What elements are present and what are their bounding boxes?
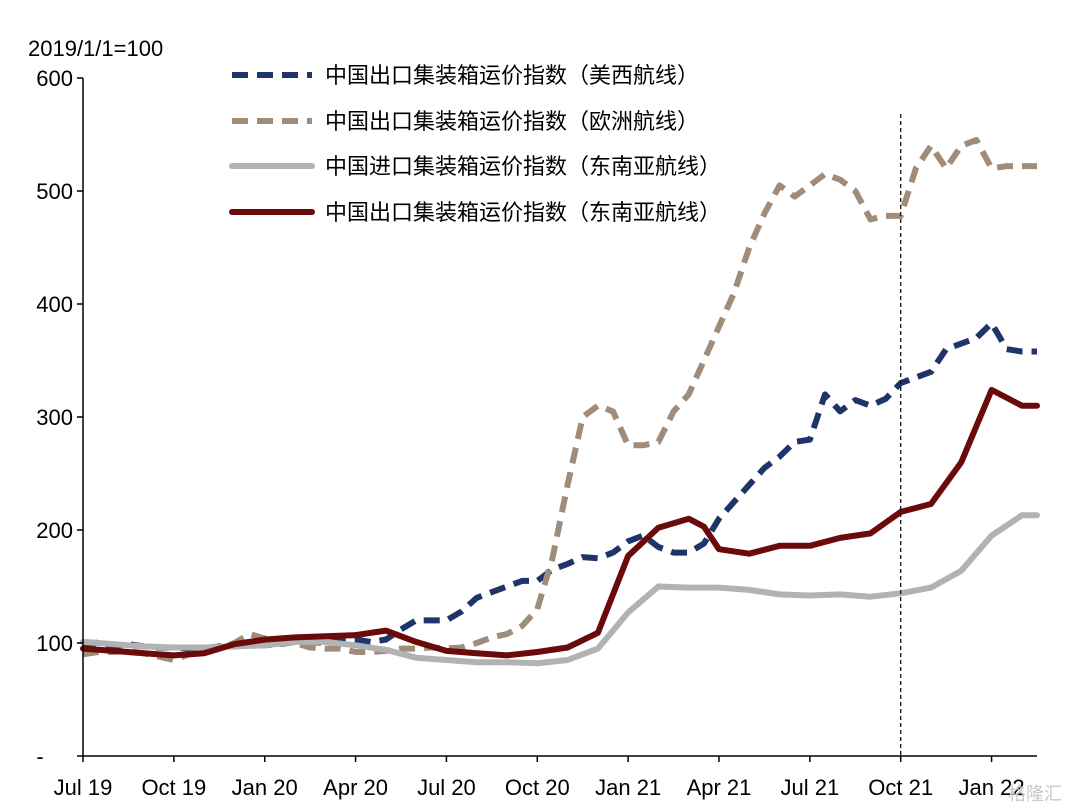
x-tick-label: Jan 20 — [232, 775, 298, 800]
legend-label-2: 中国出口集装箱运价指数（欧洲航线） — [325, 110, 699, 135]
x-tick-label: Jul 21 — [780, 775, 839, 800]
watermark-text: 格隆汇 — [1008, 784, 1062, 805]
series-line-4 — [80, 386, 1040, 659]
y-axis-unit-label: 2019/1/1=100 — [28, 36, 163, 61]
series-line-1 — [81, 320, 1037, 652]
axes-layer: - 100 200 300 400 500 600 Jul 19 Oct 19 Jan 20 Apr… — [36, 66, 1037, 800]
x-tick-label: Jan 22 — [959, 775, 1025, 800]
x-tick-label: Jul 19 — [54, 775, 113, 800]
legend-label-3: 中国进口集装箱运价指数（东南亚航线） — [325, 155, 721, 180]
y-tick-label: 500 — [36, 179, 73, 204]
series-line-2 — [82, 137, 1037, 663]
x-tick-label: Oct 21 — [868, 775, 933, 800]
y-tick-label: 200 — [36, 518, 73, 543]
x-tick-label: Apr 21 — [687, 775, 752, 800]
x-tick-label: Oct 20 — [505, 775, 570, 800]
y-tick-label: - — [36, 744, 43, 769]
x-tick-label: Apr 20 — [323, 775, 388, 800]
x-tick-label: Jan 21 — [595, 775, 661, 800]
x-tick-label: Jul 20 — [417, 775, 476, 800]
legend-label-1: 中国出口集装箱运价指数（美西航线） — [325, 64, 699, 89]
y-tick-label: 100 — [36, 631, 73, 656]
y-tick-label: 400 — [36, 292, 73, 317]
series-layer — [80, 137, 1040, 667]
y-tick-label: 600 — [36, 66, 73, 91]
series-line-3 — [80, 512, 1040, 667]
legend: 中国出口集装箱运价指数（美西航线） 中国出口集装箱运价指数（欧洲航线） 中国进口集装… — [229, 64, 721, 226]
legend-label-4: 中国出口集装箱运价指数（东南亚航线） — [325, 201, 721, 226]
y-tick-label: 300 — [36, 405, 73, 430]
x-tick-label: Oct 19 — [141, 775, 206, 800]
